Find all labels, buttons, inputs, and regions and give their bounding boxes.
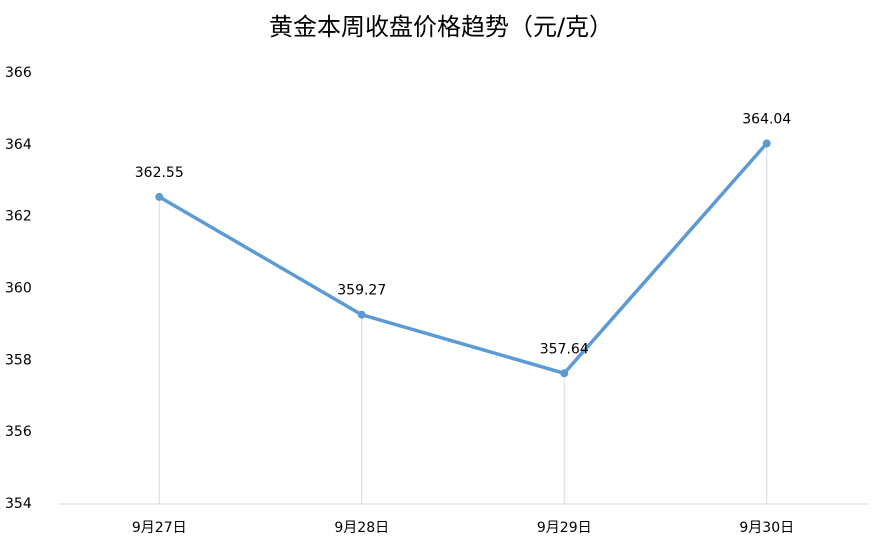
y-tick-label: 360	[5, 281, 32, 297]
point	[155, 192, 164, 201]
y-tick-label: 364	[5, 137, 32, 153]
chart-title: 黄金本周收盘价格趋势（元/克）	[269, 13, 613, 41]
x-tick-label: 9月27日	[132, 520, 187, 536]
x-tick-label: 9月29日	[537, 520, 592, 536]
y-tick-label: 362	[5, 209, 32, 225]
point	[357, 310, 366, 319]
line	[158, 142, 769, 376]
point	[560, 369, 569, 378]
y-tick-label: 366	[5, 65, 32, 81]
data-label: 364.04	[742, 111, 791, 127]
x-tick-label: 9月30日	[739, 520, 794, 536]
y-tick-label: 356	[5, 424, 32, 440]
x-tick-label: 9月28日	[334, 520, 389, 536]
y-tick-label: 354	[5, 496, 32, 512]
data-label: 359.27	[337, 283, 386, 299]
y-tick-label: 358	[5, 352, 32, 368]
data-label: 362.55	[135, 165, 184, 181]
point	[762, 139, 771, 148]
data-label: 357.64	[540, 341, 589, 357]
